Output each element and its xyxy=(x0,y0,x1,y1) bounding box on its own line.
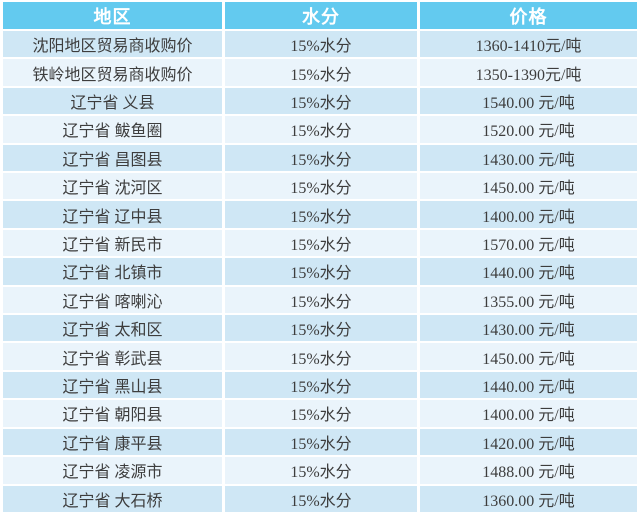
moisture-cell: 15%水分 xyxy=(225,428,417,456)
moisture-cell: 15%水分 xyxy=(225,229,417,257)
header-row: 地区 水分 价格 xyxy=(3,2,637,29)
table-row: 辽宁省 新民市 15%水分 1570.00 元/吨 xyxy=(3,229,637,257)
moisture-cell: 15%水分 xyxy=(225,201,417,228)
table-row: 辽宁省 康平县 15%水分 1420.00 元/吨 xyxy=(3,428,637,456)
moisture-cell: 15%水分 xyxy=(225,173,417,200)
price-cell: 1355.00 元/吨 xyxy=(420,286,637,314)
region-cell: 辽宁省 鲅鱼圈 xyxy=(3,116,222,143)
moisture-cell: 15%水分 xyxy=(225,286,417,314)
price-cell: 1400.00 元/吨 xyxy=(420,400,637,427)
price-cell: 1450.00 元/吨 xyxy=(420,173,637,200)
table-row: 辽宁省 黑山县 15%水分 1440.00 元/吨 xyxy=(3,371,637,399)
region-cell: 沈阳地区贸易商收购价 xyxy=(3,31,222,58)
table-row: 辽宁省 辽中县 15%水分 1400.00 元/吨 xyxy=(3,201,637,228)
region-cell: 辽宁省 黑山县 xyxy=(3,371,222,399)
region-cell: 辽宁省 新民市 xyxy=(3,229,222,257)
moisture-cell: 15%水分 xyxy=(225,59,417,86)
price-cell: 1440.00 元/吨 xyxy=(420,371,637,399)
moisture-cell: 15%水分 xyxy=(225,400,417,427)
moisture-cell: 15%水分 xyxy=(225,116,417,143)
table-row: 辽宁省 朝阳县 15%水分 1400.00 元/吨 xyxy=(3,400,637,427)
region-cell: 辽宁省 凌源市 xyxy=(3,457,222,484)
table-body: 沈阳地区贸易商收购价 15%水分 1360-1410元/吨 铁岭地区贸易商收购价 15%… xyxy=(3,31,637,512)
column-header-region: 地区 xyxy=(3,2,222,29)
moisture-cell: 15%水分 xyxy=(225,315,417,342)
region-cell: 辽宁省 沈河区 xyxy=(3,173,222,200)
moisture-cell: 15%水分 xyxy=(225,457,417,484)
region-cell: 辽宁省 太和区 xyxy=(3,315,222,342)
table-row: 辽宁省 鲅鱼圈 15%水分 1520.00 元/吨 xyxy=(3,116,637,143)
price-cell: 1430.00 元/吨 xyxy=(420,144,637,172)
moisture-cell: 15%水分 xyxy=(225,31,417,58)
table-row: 辽宁省 昌图县 15%水分 1430.00 元/吨 xyxy=(3,144,637,172)
table-row: 辽宁省 沈河区 15%水分 1450.00 元/吨 xyxy=(3,173,637,200)
price-cell: 1520.00 元/吨 xyxy=(420,116,637,143)
price-cell: 1400.00 元/吨 xyxy=(420,201,637,228)
moisture-cell: 15%水分 xyxy=(225,87,417,115)
moisture-cell: 15%水分 xyxy=(225,343,417,370)
price-cell: 1360-1410元/吨 xyxy=(420,31,637,58)
price-cell: 1420.00 元/吨 xyxy=(420,428,637,456)
moisture-cell: 15%水分 xyxy=(225,258,417,285)
region-cell: 辽宁省 北镇市 xyxy=(3,258,222,285)
price-cell: 1350-1390元/吨 xyxy=(420,59,637,86)
table-row: 辽宁省 大石桥 15%水分 1360.00 元/吨 xyxy=(3,485,637,512)
column-header-price: 价格 xyxy=(420,2,637,29)
column-header-moisture: 水分 xyxy=(225,2,417,29)
region-cell: 辽宁省 喀喇沁 xyxy=(3,286,222,314)
region-cell: 辽宁省 昌图县 xyxy=(3,144,222,172)
region-cell: 铁岭地区贸易商收购价 xyxy=(3,59,222,86)
price-cell: 1440.00 元/吨 xyxy=(420,258,637,285)
table-row: 辽宁省 彰武县 15%水分 1450.00 元/吨 xyxy=(3,343,637,370)
price-cell: 1430.00 元/吨 xyxy=(420,315,637,342)
table-row: 辽宁省 凌源市 15%水分 1488.00 元/吨 xyxy=(3,457,637,484)
table-row: 辽宁省 喀喇沁 15%水分 1355.00 元/吨 xyxy=(3,286,637,314)
price-cell: 1360.00 元/吨 xyxy=(420,485,637,512)
region-cell: 辽宁省 彰武县 xyxy=(3,343,222,370)
table-row: 辽宁省 义县 15%水分 1540.00 元/吨 xyxy=(3,87,637,115)
region-cell: 辽宁省 辽中县 xyxy=(3,201,222,228)
region-cell: 辽宁省 义县 xyxy=(3,87,222,115)
region-cell: 辽宁省 大石桥 xyxy=(3,485,222,512)
price-cell: 1450.00 元/吨 xyxy=(420,343,637,370)
price-cell: 1570.00 元/吨 xyxy=(420,229,637,257)
region-cell: 辽宁省 朝阳县 xyxy=(3,400,222,427)
price-cell: 1540.00 元/吨 xyxy=(420,87,637,115)
price-cell: 1488.00 元/吨 xyxy=(420,457,637,484)
region-cell: 辽宁省 康平县 xyxy=(3,428,222,456)
table-row: 辽宁省 太和区 15%水分 1430.00 元/吨 xyxy=(3,315,637,342)
table-row: 沈阳地区贸易商收购价 15%水分 1360-1410元/吨 xyxy=(3,31,637,58)
moisture-cell: 15%水分 xyxy=(225,371,417,399)
moisture-cell: 15%水分 xyxy=(225,485,417,512)
table-row: 辽宁省 北镇市 15%水分 1440.00 元/吨 xyxy=(3,258,637,285)
moisture-cell: 15%水分 xyxy=(225,144,417,172)
table-row: 铁岭地区贸易商收购价 15%水分 1350-1390元/吨 xyxy=(3,59,637,86)
